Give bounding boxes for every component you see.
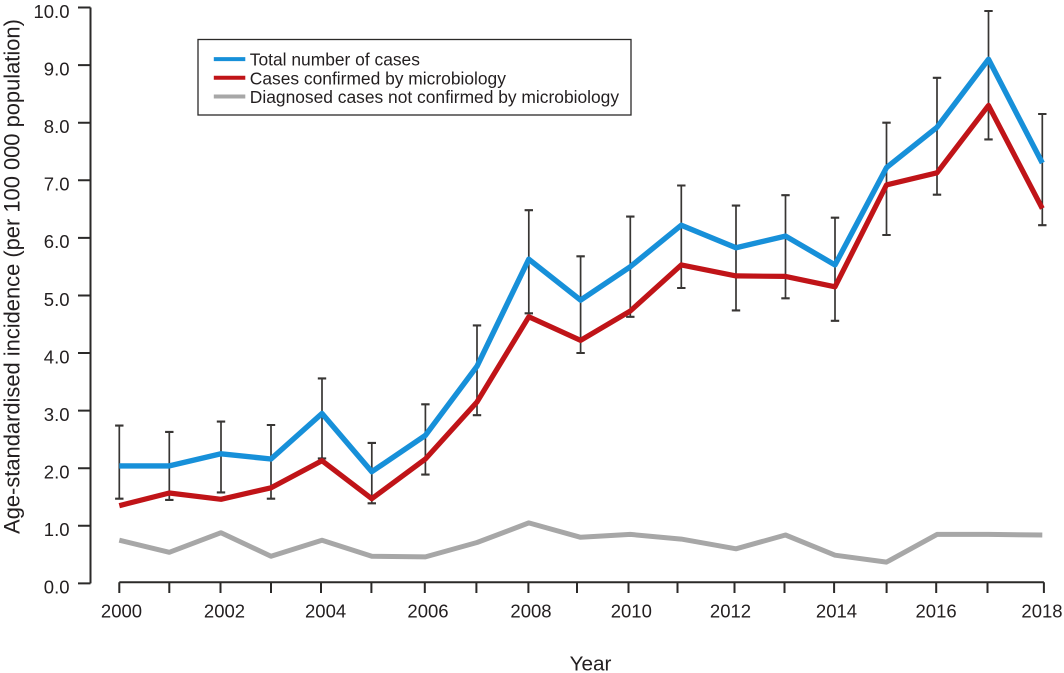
svg-text:Diagnosed cases not confirmed: Diagnosed cases not confirmed by microbi… bbox=[250, 87, 620, 107]
svg-text:4.0: 4.0 bbox=[44, 346, 70, 367]
svg-text:7.0: 7.0 bbox=[44, 174, 70, 195]
svg-text:2000: 2000 bbox=[101, 601, 142, 622]
svg-text:Age-standardised incidence (pe: Age-standardised incidence (per 100 000 … bbox=[0, 19, 24, 534]
svg-text:6.0: 6.0 bbox=[44, 231, 70, 252]
svg-text:9.0: 9.0 bbox=[44, 58, 70, 79]
svg-text:3.0: 3.0 bbox=[44, 404, 70, 425]
svg-text:2016: 2016 bbox=[916, 601, 957, 622]
svg-text:10.0: 10.0 bbox=[33, 1, 69, 22]
svg-text:Cases confirmed by microbiolog: Cases confirmed by microbiology bbox=[250, 68, 506, 88]
svg-text:Total number of cases: Total number of cases bbox=[250, 50, 420, 70]
svg-text:2.0: 2.0 bbox=[44, 462, 70, 483]
svg-text:2018: 2018 bbox=[1021, 601, 1062, 622]
svg-text:2002: 2002 bbox=[204, 601, 245, 622]
svg-text:1.0: 1.0 bbox=[44, 519, 70, 540]
svg-text:2004: 2004 bbox=[305, 601, 346, 622]
svg-text:Year: Year bbox=[570, 653, 612, 673]
svg-text:2012: 2012 bbox=[710, 601, 751, 622]
svg-text:0.0: 0.0 bbox=[44, 577, 70, 598]
svg-text:2014: 2014 bbox=[816, 601, 857, 622]
svg-text:2008: 2008 bbox=[510, 601, 551, 622]
svg-text:8.0: 8.0 bbox=[44, 116, 70, 137]
svg-text:5.0: 5.0 bbox=[44, 289, 70, 310]
svg-text:2010: 2010 bbox=[611, 601, 652, 622]
svg-text:2006: 2006 bbox=[407, 601, 448, 622]
